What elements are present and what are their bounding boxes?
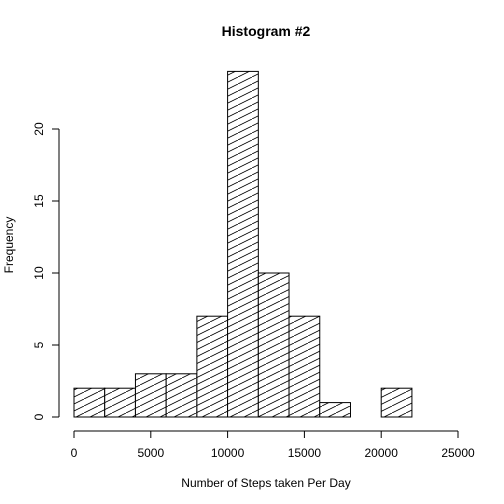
histogram-bar (319, 402, 351, 418)
y-tick-label: 10 (32, 266, 46, 280)
y-tick-label: 5 (32, 341, 46, 348)
histogram-bar (227, 70, 259, 418)
histogram-bar (104, 387, 136, 418)
histogram-bar (165, 373, 198, 418)
bars-group (73, 70, 413, 418)
x-tick-label: 25000 (441, 446, 475, 460)
chart-title: Histogram #2 (222, 23, 311, 39)
histogram-bar (380, 387, 413, 418)
x-tick-label: 20000 (365, 446, 399, 460)
y-tick-label: 15 (32, 194, 46, 208)
histogram-bar (257, 272, 290, 418)
y-tick-label: 0 (32, 413, 46, 420)
x-axis: 0 5000 10000 15000 20000 25000 (71, 430, 475, 460)
x-tick-label: 15000 (288, 446, 322, 460)
y-axis: 0 5 10 15 20 (32, 122, 60, 420)
histogram-bar (288, 315, 321, 418)
y-axis-label: Frequency (2, 217, 16, 274)
x-tick-label: 0 (71, 446, 78, 460)
y-tick-label: 20 (32, 122, 46, 136)
histogram-bar (134, 373, 167, 418)
x-axis-label: Number of Steps taken Per Day (181, 476, 350, 490)
histogram-bar (196, 315, 229, 418)
histogram-bar (73, 387, 106, 418)
x-tick-label: 10000 (211, 446, 245, 460)
x-tick-label: 5000 (137, 446, 164, 460)
